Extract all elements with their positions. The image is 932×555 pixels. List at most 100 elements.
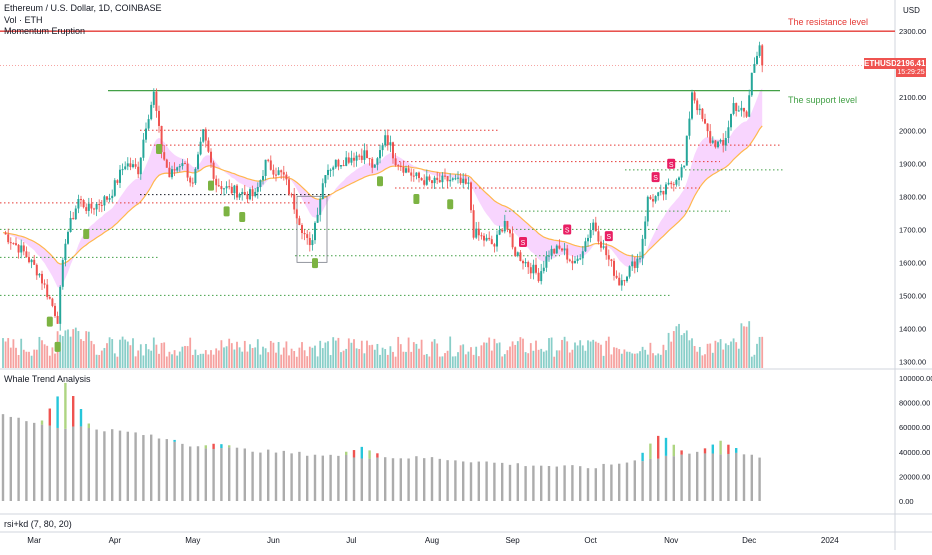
whale-base-bar bbox=[727, 453, 730, 501]
whale-base-bar bbox=[79, 426, 83, 501]
candle-body bbox=[405, 168, 407, 173]
candle-body bbox=[568, 259, 571, 261]
candle-body bbox=[264, 159, 267, 176]
volume-bar bbox=[251, 348, 254, 368]
volume-bar bbox=[386, 354, 389, 368]
volume-bar bbox=[477, 356, 480, 368]
whale-spike-bar bbox=[228, 445, 231, 448]
volume-bar bbox=[262, 346, 264, 368]
candle-body bbox=[142, 139, 145, 158]
volume-bar bbox=[402, 351, 405, 368]
candle-body bbox=[189, 177, 192, 183]
candle-body bbox=[275, 174, 277, 176]
candle-body bbox=[743, 107, 745, 112]
candle-body bbox=[90, 203, 93, 209]
candle-body bbox=[207, 140, 210, 152]
candle-body bbox=[683, 165, 686, 168]
volume-bar bbox=[329, 355, 332, 368]
whale-base-bar bbox=[313, 454, 317, 501]
whale-spike-bar bbox=[40, 420, 44, 425]
whale-base-bar bbox=[750, 454, 753, 501]
candle-body bbox=[740, 107, 743, 111]
volume-bar bbox=[124, 339, 127, 368]
candle-body bbox=[628, 266, 631, 277]
price-tick-label: 1900.00 bbox=[899, 159, 926, 168]
volume-bar bbox=[340, 352, 342, 368]
volume-bar bbox=[493, 338, 496, 368]
candle-body bbox=[540, 271, 543, 282]
candle-body bbox=[54, 305, 56, 316]
whale-base-bar bbox=[64, 428, 67, 501]
whale-base-bar bbox=[594, 468, 597, 501]
volume-bar bbox=[522, 338, 524, 368]
indicator-label-rsi-kd[interactable]: rsi+kd (7, 80, 20) bbox=[4, 519, 72, 529]
candle-body bbox=[48, 297, 51, 299]
candle-body bbox=[119, 169, 121, 183]
whale-base-bar bbox=[72, 426, 75, 501]
candle-body bbox=[444, 175, 446, 177]
candle-body bbox=[17, 244, 20, 253]
candle-body bbox=[506, 220, 509, 230]
chart-title: Ethereum / U.S. Dollar, 1D, COINBASE bbox=[4, 3, 162, 13]
whale-spike-bar bbox=[64, 382, 67, 429]
volume-bar bbox=[662, 344, 665, 368]
volume-bar bbox=[282, 347, 285, 368]
candle-body bbox=[74, 208, 77, 220]
volume-bar bbox=[121, 336, 124, 368]
candle-body bbox=[732, 103, 735, 114]
candle-body bbox=[428, 176, 431, 181]
whale-base-bar bbox=[111, 429, 114, 501]
volume-bar bbox=[680, 335, 683, 368]
buy-signal-marker bbox=[413, 194, 420, 205]
volume-bar bbox=[152, 337, 155, 368]
candle-body bbox=[503, 220, 506, 232]
candle-body bbox=[308, 237, 311, 246]
volume-bar bbox=[501, 356, 504, 368]
indicator-label-momentum[interactable]: Momentum Eruption bbox=[4, 26, 86, 36]
candle-body bbox=[368, 158, 371, 160]
volume-bar bbox=[480, 345, 483, 368]
sell-signal-glyph: S bbox=[606, 234, 611, 241]
candle-body bbox=[574, 260, 576, 264]
whale-base-bar bbox=[540, 465, 543, 501]
volume-bar bbox=[659, 354, 662, 368]
volume-bar bbox=[693, 345, 696, 368]
candle-body bbox=[173, 169, 176, 171]
whale-spike-bar bbox=[680, 450, 683, 455]
candle-body bbox=[602, 246, 605, 248]
candle-body bbox=[735, 103, 738, 111]
whale-base-bar bbox=[602, 463, 605, 501]
candle-body bbox=[516, 252, 519, 256]
whale-base-bar bbox=[633, 460, 636, 501]
candle-body bbox=[186, 163, 189, 178]
whale-base-bar bbox=[555, 466, 558, 501]
volume-bar bbox=[80, 339, 82, 368]
candle-body bbox=[321, 183, 324, 199]
candle-body bbox=[623, 280, 626, 282]
candle-body bbox=[485, 237, 488, 241]
candle-body bbox=[168, 167, 171, 178]
candle-body bbox=[431, 180, 433, 184]
volume-bar bbox=[212, 354, 215, 368]
volume-bar bbox=[600, 344, 602, 368]
volume-bar bbox=[360, 340, 363, 368]
candle-body bbox=[171, 169, 173, 178]
candle-body bbox=[493, 244, 496, 247]
candle-body bbox=[607, 255, 610, 260]
time-tick-label: Sep bbox=[505, 536, 520, 545]
candle-body bbox=[373, 164, 376, 168]
candle-body bbox=[579, 258, 582, 260]
candle-body bbox=[358, 155, 361, 157]
candle-body bbox=[509, 229, 511, 234]
currency-label: USD bbox=[903, 6, 920, 15]
volume-bar bbox=[542, 351, 545, 368]
candle-body bbox=[4, 232, 7, 235]
volume-bar bbox=[467, 351, 470, 368]
volume-bar bbox=[288, 355, 290, 368]
indicator-label-whale[interactable]: Whale Trend Analysis bbox=[4, 374, 91, 384]
volume-bar bbox=[623, 349, 626, 368]
volume-bar bbox=[529, 343, 532, 368]
volume-bar bbox=[735, 342, 738, 368]
candle-body bbox=[704, 118, 706, 124]
